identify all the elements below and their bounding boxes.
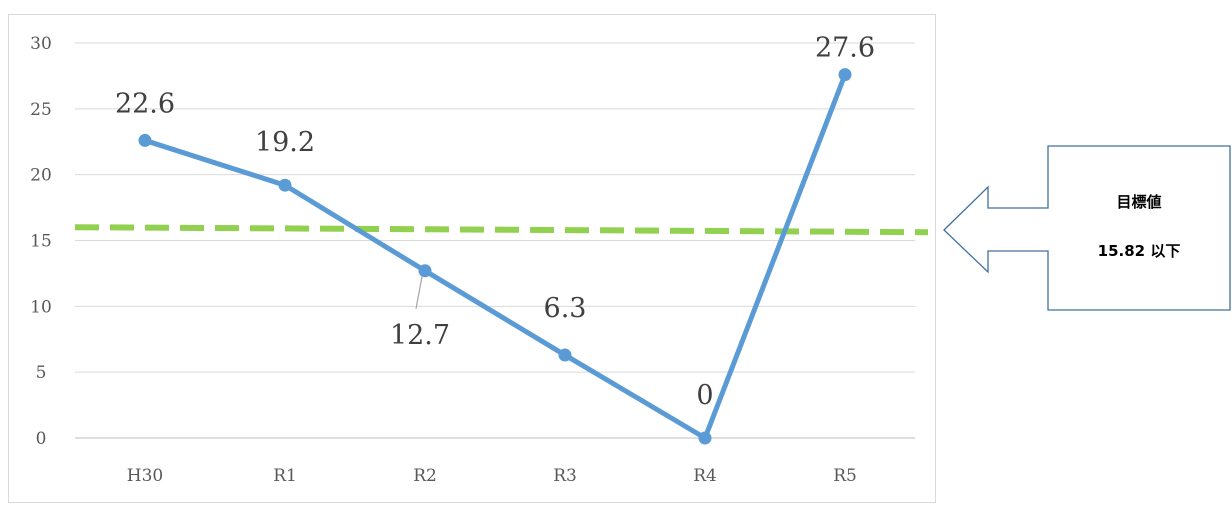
data-point-marker [418,264,432,278]
y-tick-label: 25 [30,100,52,120]
y-tick-label: 20 [30,166,52,186]
data-point-marker [558,348,572,362]
y-tick-label: 5 [36,363,47,383]
x-tick-label: R1 [273,466,297,486]
callout-title: 目標値 [1116,193,1161,211]
chart-frame [8,14,936,503]
x-tick-label: R4 [693,466,717,486]
y-tick-label: 30 [30,34,52,54]
data-label: 6.3 [544,293,587,324]
series-line [144,73,848,441]
data-point-marker [838,68,852,82]
x-tick-label: R3 [553,466,577,486]
gridlines [75,42,915,439]
x-tick-label: R2 [413,466,437,486]
label-leader-line [415,276,423,309]
x-tick-label: R5 [833,466,857,486]
y-tick-label: 15 [30,232,52,252]
data-label: 12.7 [390,320,450,351]
data-point-marker [138,133,152,147]
y-tick-label: 10 [30,297,52,317]
target-line [74,224,929,236]
data-point-marker [698,431,712,445]
target-callout: 目標値 15.82 以下 [943,145,1231,311]
data-label: 22.6 [115,88,175,119]
x-tick-label: H30 [127,466,163,486]
y-axis-ticks: 0 5 10 15 20 25 30 [30,34,52,449]
y-tick-label: 0 [36,429,47,449]
data-point-marker [278,178,292,192]
series-markers [138,68,852,445]
callout-arrow-shape [943,145,1231,311]
data-label: 19.2 [255,127,315,158]
x-axis-ticks: H30 R1 R2 R3 R4 R5 [127,466,857,486]
data-labels: 22.6 19.2 12.7 6.3 0 27.6 [115,33,875,411]
data-label: 0 [696,380,713,411]
data-label: 27.6 [815,33,875,64]
callout-value: 15.82 以下 [1098,242,1181,260]
